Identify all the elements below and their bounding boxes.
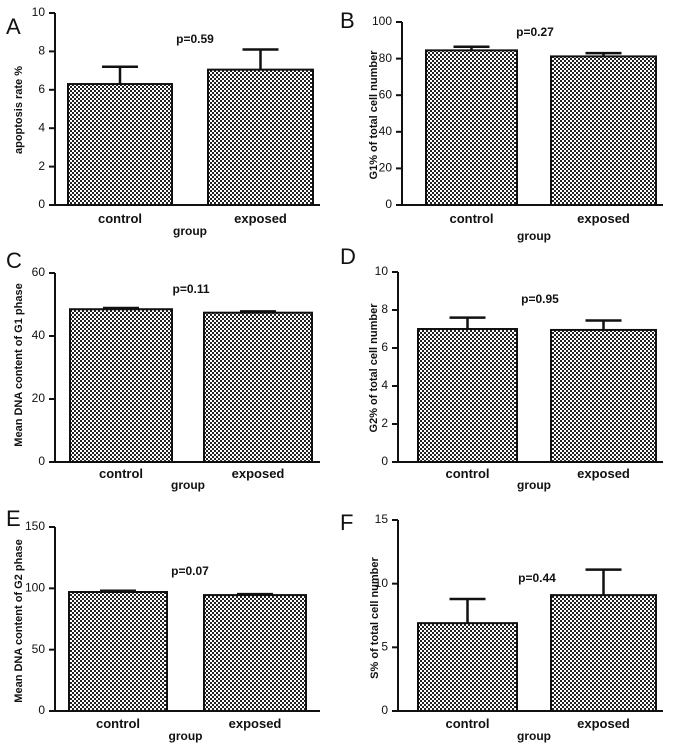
category-label-e-control: control <box>96 716 140 731</box>
y-tick-label-d: 6 <box>381 340 388 354</box>
panel-letter-c: C <box>6 248 22 273</box>
x-axis-title-b: group <box>517 229 551 243</box>
y-tick-label-d: 8 <box>381 302 388 316</box>
panel-letter-e: E <box>6 506 21 531</box>
panel-letter-f: F <box>340 510 353 535</box>
bar-a-control <box>67 83 173 206</box>
y-tick-label-a: 4 <box>38 120 45 134</box>
y-tick-label-b: 80 <box>379 51 393 65</box>
y-tick-label-e: 0 <box>38 703 45 717</box>
x-axis-title-c: group <box>171 478 205 492</box>
y-axis-title-e: Mean DNA content of G2 phase <box>13 539 25 702</box>
bar-e-control <box>68 591 168 712</box>
y-tick-label-e: 100 <box>25 581 45 595</box>
category-label-a-control: control <box>98 211 142 226</box>
y-tick-label-e: 50 <box>32 642 46 656</box>
y-tick-label-c: 60 <box>32 265 46 279</box>
y-tick-label-d: 2 <box>381 416 388 430</box>
category-label-d-control: control <box>445 466 489 481</box>
bar-c-control <box>69 308 173 463</box>
category-label-e-exposed: exposed <box>229 716 282 731</box>
y-tick-label-f: 0 <box>381 703 388 717</box>
bar-f-control <box>417 622 518 713</box>
category-label-c-control: control <box>99 466 143 481</box>
y-axis-title-b: G1% of total cell number <box>368 50 380 180</box>
p-value-c: p=0.11 <box>172 282 209 296</box>
y-tick-label-b: 0 <box>385 197 392 211</box>
category-label-c-exposed: exposed <box>232 466 285 481</box>
panel-letter-a: A <box>6 14 21 39</box>
x-axis-title-f: group <box>517 729 551 743</box>
y-axis-title-d: G2% of total cell number <box>368 303 380 433</box>
p-value-e: p=0.07 <box>171 564 209 578</box>
y-tick-label-b: 100 <box>372 14 392 28</box>
bar-c-exposed <box>203 311 313 463</box>
y-tick-label-e: 150 <box>25 519 45 533</box>
x-axis-title-a: group <box>173 224 207 238</box>
y-tick-label-f: 15 <box>375 512 389 526</box>
y-tick-label-c: 0 <box>38 454 45 468</box>
y-axis-title-f: S% of total cell number <box>369 556 381 678</box>
y-tick-label-d: 0 <box>381 454 388 468</box>
category-label-b-control: control <box>449 211 493 226</box>
x-axis-title-e: group <box>169 729 203 743</box>
bar-d-control <box>417 328 518 463</box>
y-tick-label-a: 8 <box>38 44 45 58</box>
y-tick-label-f: 10 <box>375 576 389 590</box>
bar-d-exposed <box>550 328 657 464</box>
panel-letter-d: D <box>340 244 356 269</box>
panel-letter-b: B <box>340 8 355 33</box>
p-value-f: p=0.44 <box>518 571 556 585</box>
y-tick-label-d: 4 <box>381 378 388 392</box>
p-value-b: p=0.27 <box>516 25 554 39</box>
p-value-a: p=0.59 <box>176 32 214 46</box>
y-tick-label-c: 20 <box>32 391 46 405</box>
y-axis-title-a: apoptosis rate % <box>13 66 25 154</box>
y-tick-label-a: 2 <box>38 159 45 173</box>
y-tick-label-b: 60 <box>379 87 393 101</box>
category-label-a-exposed: exposed <box>234 211 287 226</box>
bar-f-exposed <box>550 594 657 712</box>
bar-b-control <box>425 49 518 206</box>
y-tick-label-a: 0 <box>38 197 45 211</box>
category-label-d-exposed: exposed <box>577 466 630 481</box>
x-axis-title-d: group <box>517 478 551 492</box>
y-axis-title-c: Mean DNA content of G1 phase <box>13 283 25 446</box>
y-tick-label-f: 5 <box>381 640 388 654</box>
bar-a-exposed <box>207 68 314 206</box>
bar-b-exposed <box>550 55 657 206</box>
category-label-f-exposed: exposed <box>577 716 630 731</box>
y-tick-label-b: 40 <box>379 124 393 138</box>
y-tick-label-b: 20 <box>379 161 393 175</box>
category-label-f-control: control <box>445 716 489 731</box>
y-tick-label-a: 6 <box>38 82 45 96</box>
y-tick-label-d: 10 <box>375 264 389 278</box>
y-tick-label-c: 40 <box>32 328 46 342</box>
p-value-d: p=0.95 <box>521 292 559 306</box>
bar-e-exposed <box>203 594 307 713</box>
category-label-b-exposed: exposed <box>577 211 630 226</box>
y-tick-label-a: 10 <box>32 5 46 19</box>
